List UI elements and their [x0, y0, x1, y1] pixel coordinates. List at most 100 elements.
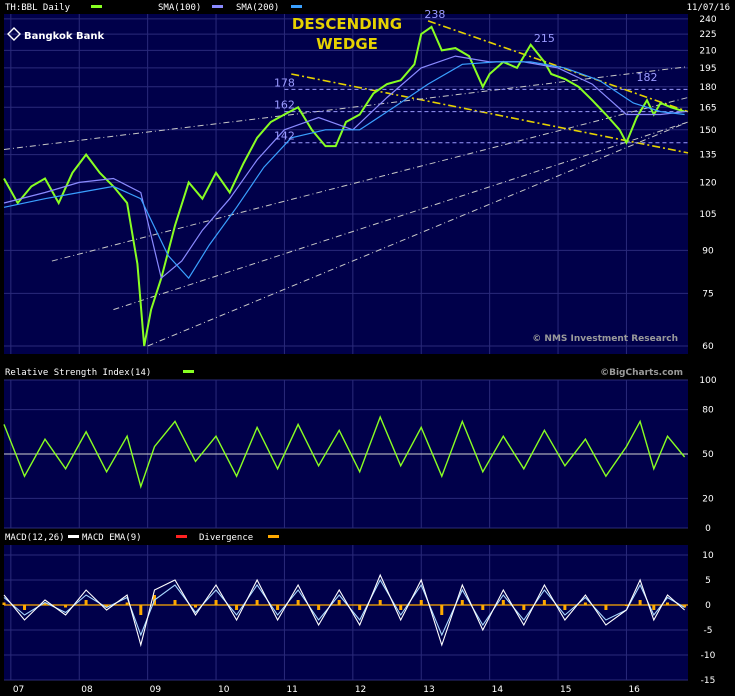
- y-tick-label: 75: [702, 289, 713, 299]
- divergence-bar: [64, 605, 68, 608]
- price-annotation: 238: [424, 8, 445, 21]
- divergence-bar: [399, 605, 403, 610]
- x-tick-label: 15: [560, 685, 571, 695]
- divergence-bar: [255, 600, 259, 605]
- y-tick-label: 80: [702, 406, 714, 416]
- y-tick-label: 50: [702, 450, 714, 460]
- x-tick-label: 11: [286, 685, 297, 695]
- bangkok-bank-logo: Bangkok Bank: [7, 27, 105, 42]
- divergence-bar: [276, 605, 280, 610]
- divergence-bar: [583, 602, 587, 605]
- pattern-title-line1: DESCENDING: [292, 15, 402, 33]
- y-tick-label: 10: [702, 551, 714, 561]
- divergence-bar: [683, 605, 687, 608]
- y-tick-label: 0: [705, 524, 711, 534]
- price-y-axis: 240 225 210 195 180 165 150 135 120 105 90 75 60: [699, 15, 716, 352]
- x-axis: 07 08 09 10 11 12 13 14 15 16: [13, 685, 640, 695]
- macd-legend-swatch: [68, 535, 79, 538]
- divergence-bar: [2, 602, 6, 605]
- macd-legend: MACD(12,26) MACD EMA(9) Divergence: [5, 533, 279, 543]
- y-tick-label: -10: [701, 651, 716, 661]
- price-line: [3, 25, 685, 347]
- divergence-legend-swatch: [268, 535, 279, 538]
- y-tick-label: 210: [699, 46, 716, 56]
- pattern-title-line2: WEDGE: [316, 35, 378, 53]
- trendline: [113, 121, 689, 311]
- y-tick-label: 105: [699, 210, 716, 220]
- trendline: [291, 73, 689, 154]
- price-annotation: 162: [274, 99, 295, 112]
- sma100-line: [3, 55, 685, 280]
- price-annotation: 182: [636, 71, 657, 84]
- rsi-legend-swatch: [183, 370, 194, 373]
- rsi-y-axis: 100 80 50 20 0: [699, 376, 716, 534]
- x-tick-label: 16: [628, 685, 640, 695]
- price-series-group: [3, 25, 685, 347]
- x-tick-label: 12: [355, 685, 366, 695]
- divergence-bar: [638, 600, 642, 605]
- divergence-bar: [522, 605, 526, 610]
- y-tick-label: 165: [699, 103, 716, 113]
- y-tick-label: -15: [701, 676, 716, 686]
- x-tick-label: 14: [492, 685, 504, 695]
- divergence-bar: [665, 602, 669, 605]
- grid-lines: [4, 14, 688, 681]
- y-tick-label: 90: [702, 246, 714, 256]
- divergence-bar: [173, 600, 177, 605]
- symbol-label: TH:BBL Daily: [5, 3, 71, 13]
- price-legend-swatch: [91, 5, 102, 8]
- divergence-bar: [542, 600, 546, 605]
- x-tick-label: 09: [150, 685, 162, 695]
- divergence-bar: [84, 600, 88, 605]
- divergence-bar: [563, 605, 567, 610]
- macd-legend-3: Divergence: [199, 533, 253, 543]
- y-tick-label: 225: [699, 30, 716, 40]
- y-tick-label: -5: [704, 626, 713, 636]
- divergence-bar: [296, 600, 300, 605]
- macd-panel-background: [4, 545, 688, 680]
- price-annotation: 178: [274, 76, 295, 89]
- y-tick-label: 120: [699, 178, 716, 188]
- trendline: [427, 20, 689, 113]
- macd-series-group: [2, 573, 688, 648]
- rsi-title: Relative Strength Index(14): [5, 368, 151, 378]
- y-tick-label: 195: [699, 64, 716, 74]
- sma100-label: SMA(100): [158, 3, 201, 13]
- divergence-bar: [139, 605, 143, 615]
- divergence-bar: [460, 600, 464, 605]
- price-annotations: 238 215 182 178 162 142: [274, 8, 658, 143]
- logo-icon: [7, 27, 21, 41]
- price-legend: TH:BBL Daily SMA(100) SMA(200): [5, 3, 302, 13]
- y-tick-label: 135: [699, 151, 716, 161]
- price-annotation: 215: [534, 32, 555, 45]
- x-tick-label: 07: [13, 685, 24, 695]
- y-tick-label: 150: [699, 126, 716, 136]
- horizontal-levels: [284, 88, 688, 144]
- sma200-legend-swatch: [291, 5, 302, 8]
- divergence-bar: [23, 605, 27, 610]
- divergence-bar: [652, 605, 656, 610]
- macd-legend-2: MACD EMA(9): [82, 533, 142, 543]
- divergence-bar: [440, 605, 444, 615]
- divergence-bar: [43, 602, 47, 605]
- rsi-line: [3, 415, 686, 489]
- divergence-bar: [317, 605, 321, 610]
- divergence-bar: [358, 605, 362, 610]
- bigcharts-label: ©BigCharts.com: [600, 368, 683, 378]
- x-tick-label: 10: [218, 685, 230, 695]
- y-tick-label: 20: [702, 494, 714, 504]
- divergence-bar: [214, 600, 218, 605]
- date-label: 11/07/16: [687, 3, 730, 13]
- macd-ema-legend-swatch: [176, 535, 187, 538]
- y-tick-label: 240: [699, 15, 716, 25]
- sma200-line: [3, 61, 685, 280]
- divergence-bar: [481, 605, 485, 610]
- divergence-bar: [378, 600, 382, 605]
- macd-y-axis: 10 5 0 -5 -10 -15: [701, 551, 716, 686]
- macd-legend-1: MACD(12,26): [5, 533, 65, 543]
- trendline: [3, 66, 689, 150]
- divergence-bar: [337, 600, 341, 605]
- sma200-label: SMA(200): [236, 3, 279, 13]
